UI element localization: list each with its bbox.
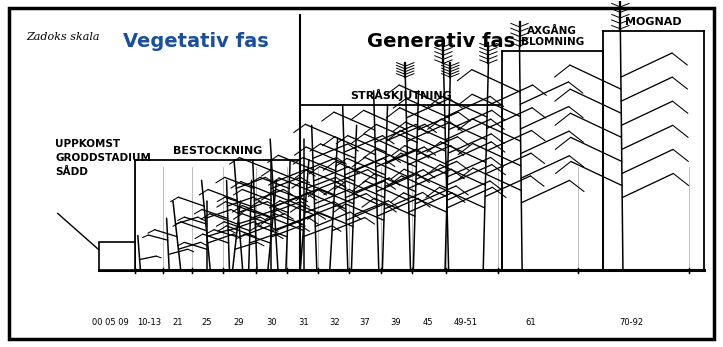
Text: Vegetativ fas: Vegetativ fas [123, 32, 269, 51]
Text: 49-51: 49-51 [454, 318, 478, 327]
Text: STRÅSKJUTNING: STRÅSKJUTNING [350, 88, 452, 101]
Text: Zadoks skala: Zadoks skala [27, 32, 100, 42]
Text: 70-92: 70-92 [620, 318, 643, 327]
Text: 45: 45 [422, 318, 433, 327]
Text: 21: 21 [173, 318, 183, 327]
Text: Generativ fas: Generativ fas [367, 32, 515, 51]
Text: 00 05 09: 00 05 09 [93, 318, 129, 327]
Text: UPPKOMST
GRODDSTADIUM
SÅDD: UPPKOMST GRODDSTADIUM SÅDD [56, 139, 151, 177]
Text: o  p  d: o p d [99, 254, 123, 262]
Text: 29: 29 [234, 318, 244, 327]
Text: 10-13: 10-13 [137, 318, 161, 327]
Text: 37: 37 [360, 318, 370, 327]
Text: 25: 25 [202, 318, 212, 327]
Text: 32: 32 [329, 318, 339, 327]
Text: 31: 31 [299, 318, 309, 327]
Text: 30: 30 [266, 318, 277, 327]
Text: BESTOCKNING: BESTOCKNING [173, 146, 262, 155]
Bar [98, 242, 134, 270]
Text: 39: 39 [390, 318, 401, 327]
Text: MOGNAD: MOGNAD [625, 17, 682, 26]
Text: AXGÅNG
BLOMNING: AXGÅNG BLOMNING [521, 25, 584, 47]
Text: 61: 61 [526, 318, 536, 327]
